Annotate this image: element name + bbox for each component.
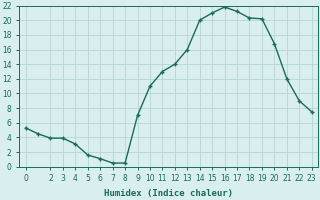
X-axis label: Humidex (Indice chaleur): Humidex (Indice chaleur): [104, 189, 233, 198]
